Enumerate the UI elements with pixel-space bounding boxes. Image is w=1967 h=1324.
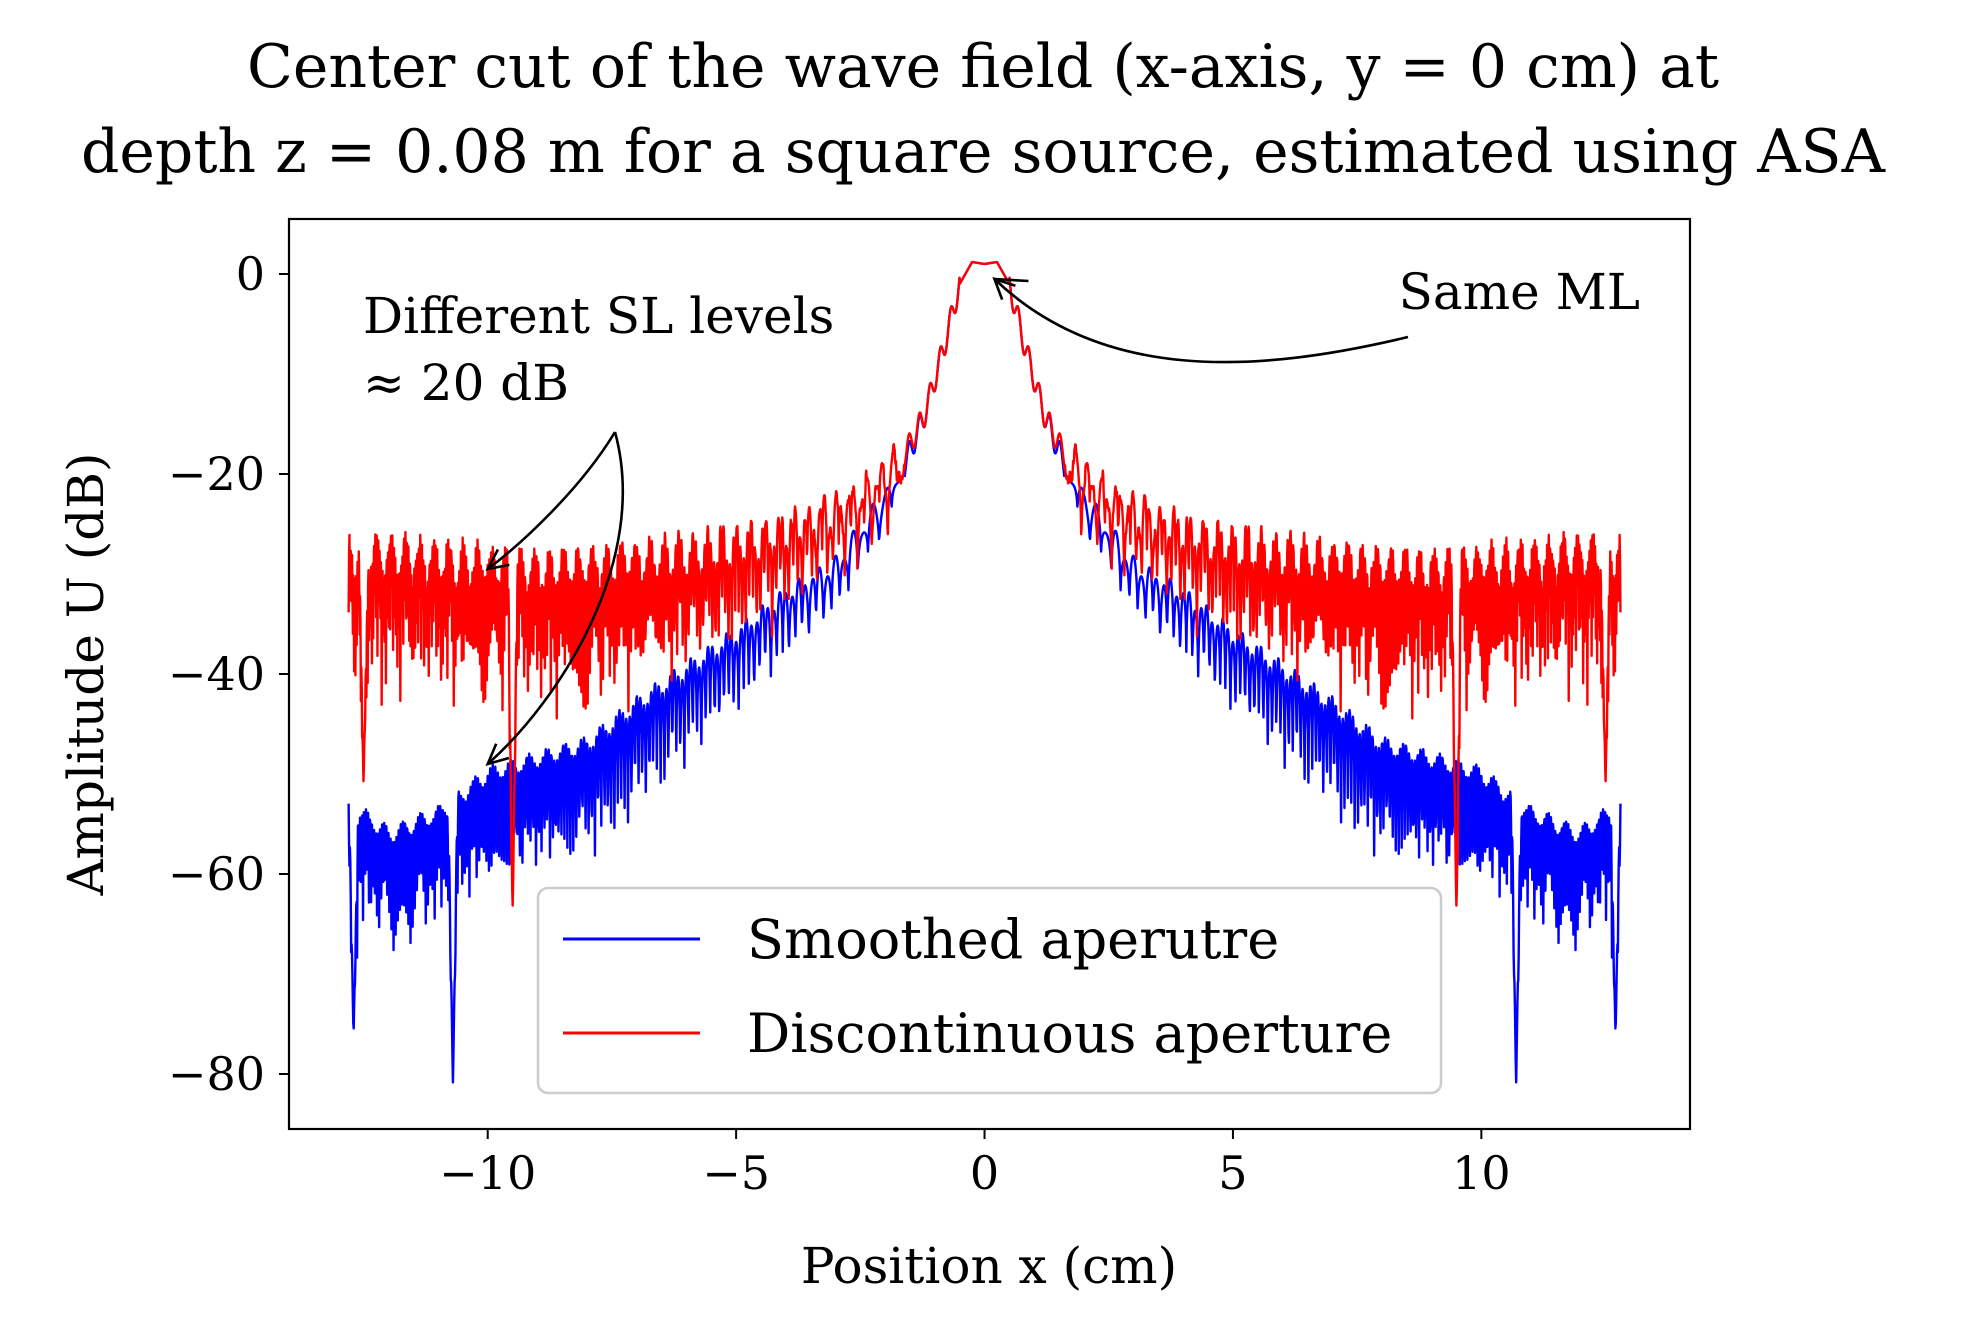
annotations: Different SL levels ≈ 20 dB Same ML: [363, 263, 1640, 766]
x-tick-label: 5: [1218, 1146, 1247, 1200]
y-tick-label: −20: [168, 447, 265, 501]
plot-area: [347, 260, 1622, 1084]
y-tick-label: −40: [168, 647, 265, 701]
y-tick-label: −80: [168, 1047, 265, 1101]
annotation-arrow-upper: [486, 431, 617, 571]
legend: Smoothed aperutre Discontinuous aperture: [536, 886, 1443, 1095]
legend-label-discontinuous: Discontinuous aperture: [747, 1002, 1392, 1065]
annotation-arrow-ml-tail: [994, 277, 1029, 283]
x-tick-label: 0: [970, 1146, 999, 1200]
x-axis-ticks: −10 −5 0 5 10: [439, 1129, 1511, 1200]
annotation-arrow-upper-head: [485, 548, 510, 571]
chart-title-line-1: Center cut of the wave field (x-axis, y …: [247, 32, 1719, 102]
annotation-ml-text: Same ML: [1399, 263, 1640, 321]
y-tick-label: 0: [236, 247, 265, 301]
y-axis-label: Amplitude U (dB): [57, 452, 115, 896]
series-line-discontinuous: [347, 260, 1622, 907]
x-tick-label: −5: [702, 1146, 770, 1200]
annotation-arrow-lower: [486, 431, 625, 765]
legend-box: [536, 886, 1443, 1095]
annotation-arrow-ml-head: [992, 276, 1016, 301]
y-tick-label: −60: [168, 847, 265, 901]
annotation-arrow-lower-head: [485, 743, 510, 766]
chart-title-line-2: depth z = 0.08 m for a square source, es…: [81, 117, 1886, 187]
legend-label-smoothed: Smoothed aperutre: [747, 908, 1279, 971]
x-tick-label: −10: [439, 1146, 536, 1200]
x-axis-label: Position x (cm): [801, 1237, 1177, 1295]
x-tick-label: 10: [1452, 1146, 1511, 1200]
annotation-sl-text-line-2: ≈ 20 dB: [363, 354, 569, 412]
annotation-sl-text-line-1: Different SL levels: [363, 287, 834, 345]
y-axis-ticks: 0 −20 −40 −60 −80: [168, 247, 289, 1101]
annotation-arrow-ml: [993, 278, 1409, 364]
